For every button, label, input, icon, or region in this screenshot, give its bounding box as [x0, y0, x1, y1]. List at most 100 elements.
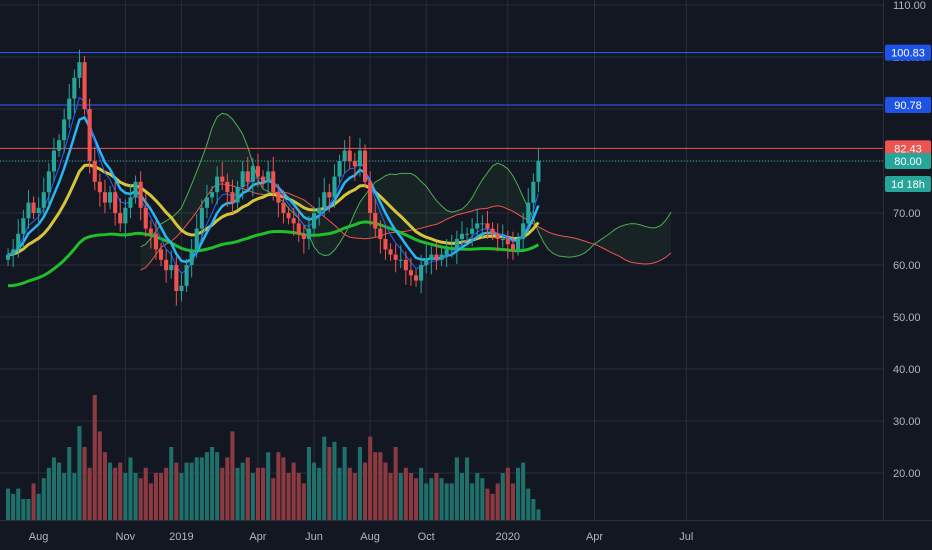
volume-bar [531, 499, 536, 520]
candle-body [255, 166, 260, 177]
time-tick-label: Aug [29, 531, 49, 543]
price-tick-label: 60.00 [893, 260, 921, 272]
volume-bar [500, 473, 505, 520]
volume-bar [235, 467, 240, 520]
candle-body [184, 265, 189, 286]
candle-body [510, 244, 515, 250]
candle-body [21, 218, 26, 234]
candle-body [408, 270, 413, 276]
volume-bar [148, 483, 153, 520]
candle-body [194, 228, 199, 250]
candle-body [102, 192, 107, 203]
volume-bar [169, 447, 174, 520]
volume-bar [230, 431, 235, 520]
volume-bar [419, 467, 424, 520]
candle-body [174, 265, 179, 291]
volume-bar [266, 452, 271, 520]
candle-body [347, 150, 352, 161]
volume-bar [490, 493, 495, 520]
volume-bar [454, 457, 459, 520]
candle-body [46, 171, 51, 193]
volume-bar [424, 483, 429, 520]
volume-bar [521, 462, 526, 520]
cloud-span-a [140, 112, 672, 258]
candle-body [26, 202, 31, 219]
candle-body [306, 228, 311, 239]
volume-bar [128, 457, 133, 520]
volume-bar [220, 467, 225, 520]
candle-body [271, 171, 276, 193]
volume-bar [138, 478, 143, 520]
volume-bar [368, 436, 373, 520]
volume-bar [439, 478, 444, 520]
candle-body [164, 259, 169, 271]
volume-bar [77, 426, 82, 520]
candle-body [148, 228, 153, 234]
volume-bar [444, 483, 449, 520]
volume-bar [398, 473, 403, 520]
candle-body [301, 233, 306, 239]
volume-bar [403, 467, 408, 520]
candle-body [113, 192, 118, 213]
price-tag-label: 90.78 [894, 100, 922, 112]
volume-bar [393, 447, 398, 520]
candle-body [388, 249, 393, 255]
candle-body [485, 223, 490, 229]
volume-bar [388, 473, 393, 520]
candle-body [516, 239, 521, 250]
volume-bar [327, 447, 332, 520]
candle-body [143, 207, 148, 229]
candle-body [51, 150, 56, 172]
volume-bars [6, 395, 541, 520]
volume-bar [174, 462, 179, 520]
candle-body [41, 192, 46, 208]
candle-body [378, 228, 383, 239]
candle-body [419, 265, 424, 281]
candle-body [521, 223, 526, 239]
candle-body [11, 249, 16, 255]
candle-body [500, 239, 505, 240]
price-tag-red [885, 140, 931, 157]
time-tick-label: Jul [679, 531, 693, 543]
candle-body [128, 197, 133, 208]
ema-slow-line [7, 220, 540, 288]
candle-body [317, 207, 322, 213]
volume-bar [92, 395, 97, 520]
volume-bar [510, 483, 515, 520]
volume-bar [194, 457, 199, 520]
candle-body [531, 181, 536, 203]
volume-bar [261, 467, 266, 520]
volume-bar [41, 478, 46, 520]
volume-bar [516, 467, 521, 520]
volume-bar [210, 447, 215, 520]
candle-body [495, 233, 500, 239]
candle-body [470, 228, 475, 234]
candle-body [459, 233, 464, 239]
candle-body [490, 228, 495, 234]
candle-body [312, 213, 317, 229]
candle-body [245, 171, 250, 182]
time-axis[interactable]: Aug Nov 2019 Apr Jun Aug Oct 2020 Apr Jul [29, 531, 694, 543]
time-tick-label: Nov [116, 531, 136, 543]
candle-body [189, 249, 194, 265]
volume-bar [485, 488, 490, 520]
candle-body [373, 213, 378, 229]
candle-body [414, 275, 419, 281]
candle-body [159, 249, 164, 260]
volume-bar [495, 483, 500, 520]
candle-body [266, 171, 271, 182]
volume-bar [332, 441, 337, 520]
volume-bar [296, 473, 301, 520]
candle-body [398, 259, 403, 261]
volume-bar [225, 457, 230, 520]
candle-body [250, 166, 255, 182]
candle-body [67, 98, 72, 120]
candlesticks [6, 49, 541, 306]
price-tick-label: 110.00 [893, 0, 926, 12]
price-tick-label: 70.00 [893, 208, 921, 220]
volume-bar [383, 462, 388, 520]
candle-body [210, 192, 215, 198]
candle-body [383, 239, 388, 250]
volume-bar [276, 452, 281, 520]
